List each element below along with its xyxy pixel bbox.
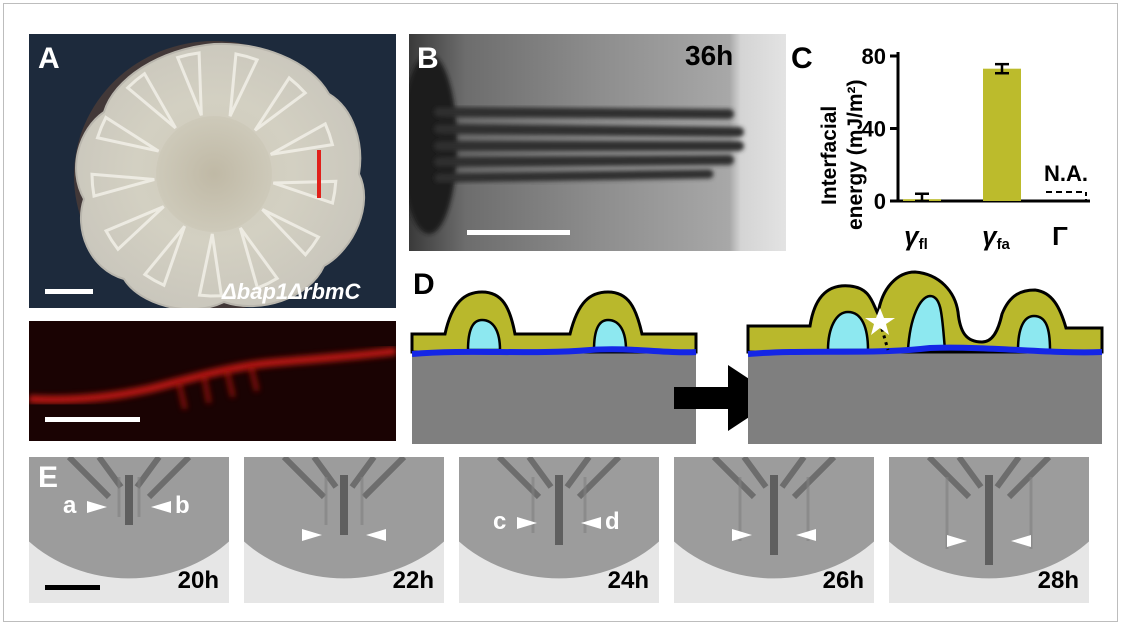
panel-e-label: E bbox=[38, 461, 59, 494]
figure-frame bbox=[3, 3, 1118, 622]
fluid-pocket bbox=[1016, 314, 1052, 352]
arrowhead-icon bbox=[517, 517, 537, 529]
time-lapse-frame: a b 20h bbox=[29, 457, 229, 603]
arrowhead-icon bbox=[302, 529, 322, 541]
y-axis-label-line2: energy (mJ/m²) bbox=[844, 79, 867, 230]
bar-1 bbox=[983, 68, 1021, 201]
panel-c-label: C bbox=[791, 42, 813, 75]
panel-a-image bbox=[29, 34, 396, 311]
scale-bar bbox=[467, 230, 570, 235]
arrowhead-icon bbox=[732, 529, 752, 541]
arrowhead-icon bbox=[947, 535, 967, 547]
colony-ridge bbox=[238, 227, 280, 291]
colony-ridge bbox=[228, 52, 260, 117]
panel-d-label: D bbox=[413, 268, 435, 301]
x-tick-label: γfa bbox=[982, 221, 1010, 253]
biofilm-layer bbox=[410, 290, 698, 354]
colony-ridge bbox=[95, 115, 160, 153]
mechanism-diagram bbox=[410, 270, 1104, 444]
x-tick-label: γfl bbox=[904, 221, 928, 253]
time-lapse-frame: 22h bbox=[244, 457, 444, 603]
time-lapse-frame: c d 24h bbox=[459, 457, 659, 603]
colony-ridge bbox=[197, 233, 224, 298]
crack-line bbox=[878, 321, 890, 351]
colony-ridge bbox=[261, 208, 321, 258]
panel-a-label: A bbox=[38, 42, 60, 75]
na-label: N.A. bbox=[1044, 161, 1088, 186]
colony-ridge bbox=[125, 71, 177, 130]
arrowhead-icon bbox=[581, 517, 601, 529]
frame-time-label: 26h bbox=[822, 567, 864, 594]
agar-substrate bbox=[748, 352, 1102, 444]
agar-substrate bbox=[412, 352, 696, 444]
arrowhead-icon bbox=[796, 529, 816, 541]
region-marker bbox=[317, 150, 321, 198]
time-lapse-frame: 26h bbox=[674, 457, 874, 603]
colony-ridge bbox=[142, 225, 186, 288]
frame-time-label: 28h bbox=[1037, 567, 1079, 594]
arrowhead-icon bbox=[87, 501, 107, 513]
y-axis-label-line1: Interfacial bbox=[818, 106, 841, 205]
diagram-before bbox=[410, 290, 698, 444]
arrow-tag-right: d bbox=[605, 508, 620, 535]
colony-ridge bbox=[272, 179, 338, 205]
y-tick-label: 0 bbox=[874, 189, 886, 214]
panel-b-image bbox=[401, 34, 786, 251]
y-tick-label: 80 bbox=[862, 44, 886, 69]
star-icon bbox=[865, 308, 895, 335]
interfacial-energy-chart: Interfacial energy (mJ/m²) 0 40 80 γfl γfa N.… bbox=[818, 44, 1090, 253]
scale-bar bbox=[45, 585, 100, 590]
fluid-pocket bbox=[592, 318, 628, 352]
fluid-pocket bbox=[826, 310, 870, 352]
arrowhead-icon bbox=[151, 501, 171, 513]
arrow-tag-right: b bbox=[175, 492, 190, 519]
frame-time-label: 20h bbox=[177, 567, 219, 594]
diagram-after bbox=[746, 270, 1104, 444]
time-lapse-row: a b 20h 22h c d 24h 26h 28h bbox=[29, 457, 1099, 603]
colony-ridge bbox=[90, 172, 155, 198]
arrow-tag-left: c bbox=[493, 508, 507, 535]
colony-ridge bbox=[269, 121, 335, 156]
x-tick-label: Γ bbox=[1052, 221, 1068, 251]
arrow-tag-left: a bbox=[63, 492, 77, 519]
arrowhead-icon bbox=[1011, 535, 1031, 547]
panel-b-time: 36h bbox=[685, 40, 734, 71]
arrowhead-icon bbox=[366, 529, 386, 541]
scale-bar bbox=[45, 289, 93, 294]
fluorescence-image bbox=[28, 321, 397, 441]
panel-b-label: B bbox=[417, 42, 439, 75]
scale-bar bbox=[45, 417, 140, 422]
colony-photo bbox=[29, 34, 396, 311]
time-lapse-frame: 28h bbox=[889, 457, 1089, 603]
genotype-label: Δbap1ΔrbmC bbox=[222, 279, 361, 304]
frame-time-label: 24h bbox=[607, 567, 649, 594]
frame-time-label: 22h bbox=[392, 567, 434, 594]
fluid-pocket bbox=[466, 318, 502, 352]
interface-line bbox=[411, 346, 697, 357]
y-tick-label: 40 bbox=[862, 117, 886, 142]
colony-ridge bbox=[253, 75, 308, 132]
interface-line bbox=[747, 344, 1103, 357]
fluid-pocket bbox=[906, 294, 947, 352]
colony-ridge bbox=[103, 205, 165, 252]
colony-ridge bbox=[175, 51, 203, 116]
